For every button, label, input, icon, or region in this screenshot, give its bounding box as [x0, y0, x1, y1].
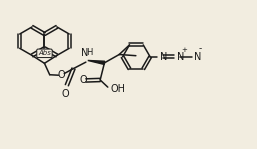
- Text: H: H: [86, 48, 93, 57]
- Text: N: N: [177, 52, 184, 62]
- Text: O: O: [79, 75, 87, 86]
- Text: +: +: [181, 47, 187, 53]
- Text: OH: OH: [110, 84, 125, 94]
- Text: O: O: [62, 90, 69, 100]
- Polygon shape: [88, 60, 105, 64]
- Text: N: N: [194, 52, 201, 62]
- Text: Abs: Abs: [38, 50, 51, 56]
- Text: -: -: [198, 44, 201, 53]
- Text: O: O: [57, 70, 65, 80]
- Text: N: N: [160, 52, 167, 62]
- Text: N: N: [81, 48, 88, 58]
